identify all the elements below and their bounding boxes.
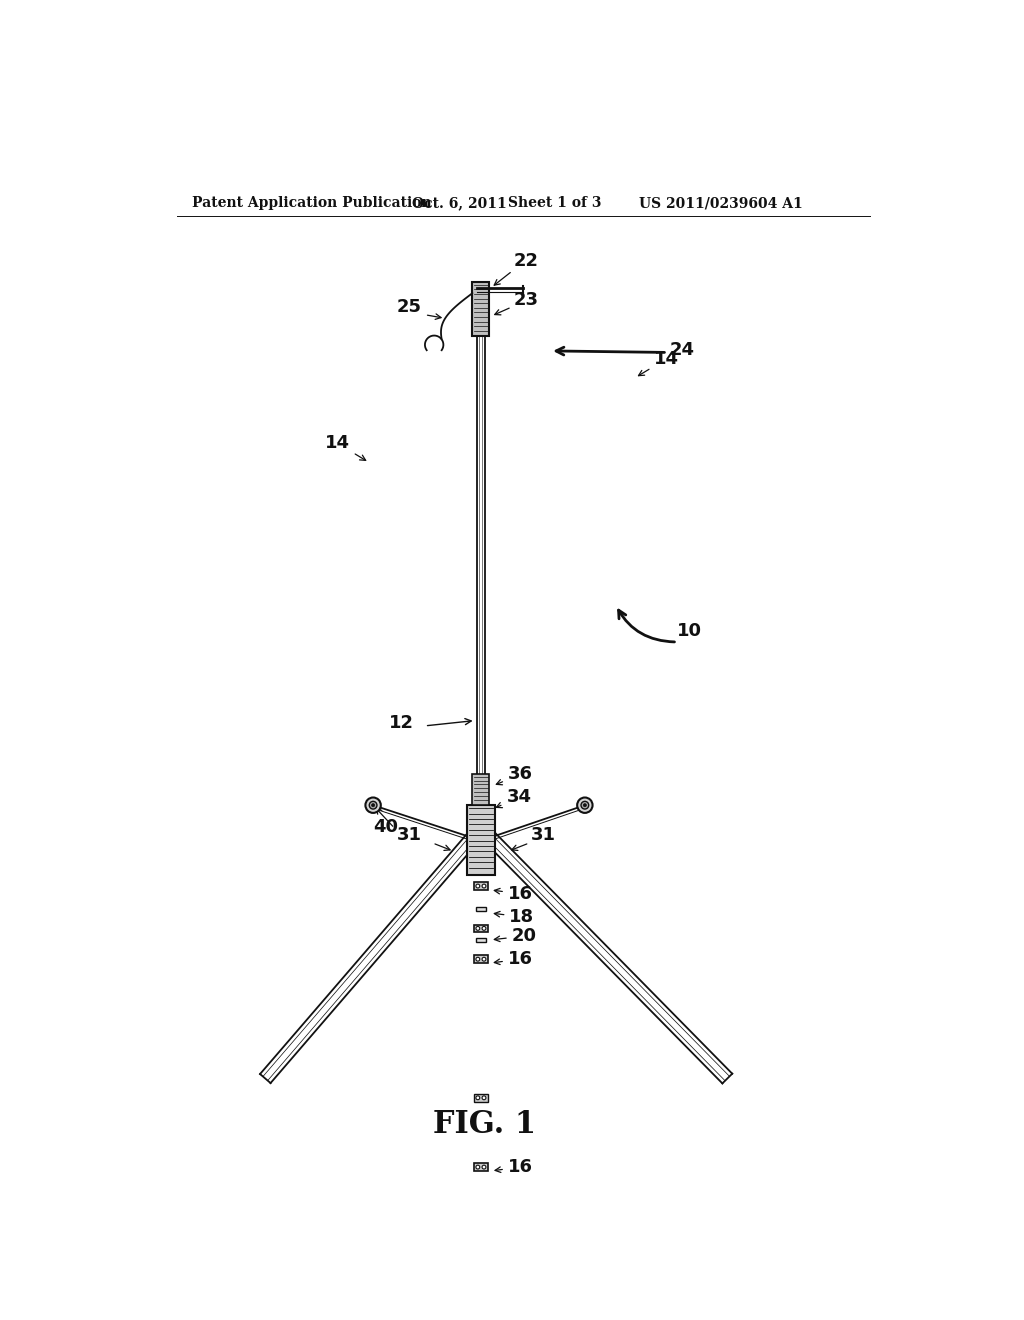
Bar [467,805,495,875]
Circle shape [476,927,480,931]
Text: 10: 10 [677,622,702,640]
Circle shape [476,1096,480,1100]
Text: 20: 20 [495,927,537,945]
Text: 14: 14 [325,434,366,461]
Text: 14: 14 [639,350,679,376]
Text: Sheet 1 of 3: Sheet 1 of 3 [508,197,601,210]
Text: 24: 24 [670,341,694,359]
Text: 12: 12 [389,714,414,733]
Text: Patent Application Publication: Patent Application Publication [193,197,432,210]
Bar [474,956,487,964]
Text: US 2011/0239604 A1: US 2011/0239604 A1 [639,197,803,210]
Text: 16: 16 [495,950,532,968]
Bar [475,907,486,911]
Text: 16: 16 [495,1158,532,1176]
Bar [475,937,486,942]
Bar [474,1163,487,1171]
Circle shape [476,884,480,888]
Text: 22: 22 [514,252,539,271]
Circle shape [366,797,381,813]
Bar [474,882,487,890]
Text: Oct. 6, 2011: Oct. 6, 2011 [412,197,506,210]
Circle shape [372,804,375,807]
Bar [474,1094,487,1102]
Circle shape [482,957,486,961]
Circle shape [482,884,486,888]
Text: FIG. 1: FIG. 1 [433,1109,537,1140]
Circle shape [482,1096,486,1100]
Circle shape [476,957,480,961]
Text: 18: 18 [495,908,535,925]
Text: 23: 23 [514,290,539,309]
Circle shape [476,1166,480,1170]
Text: 25: 25 [396,298,422,317]
Text: 34: 34 [497,788,531,808]
Circle shape [482,1166,486,1170]
Text: 16: 16 [495,884,532,903]
Circle shape [581,801,589,809]
Bar [472,281,489,335]
Text: 31: 31 [531,826,556,843]
Text: 31: 31 [396,826,422,843]
Circle shape [578,797,593,813]
Bar [474,924,487,932]
Circle shape [584,804,587,807]
Text: 40: 40 [374,818,398,836]
Circle shape [482,927,486,931]
Text: 36: 36 [497,766,532,785]
Circle shape [370,801,377,809]
Bar [472,775,489,805]
